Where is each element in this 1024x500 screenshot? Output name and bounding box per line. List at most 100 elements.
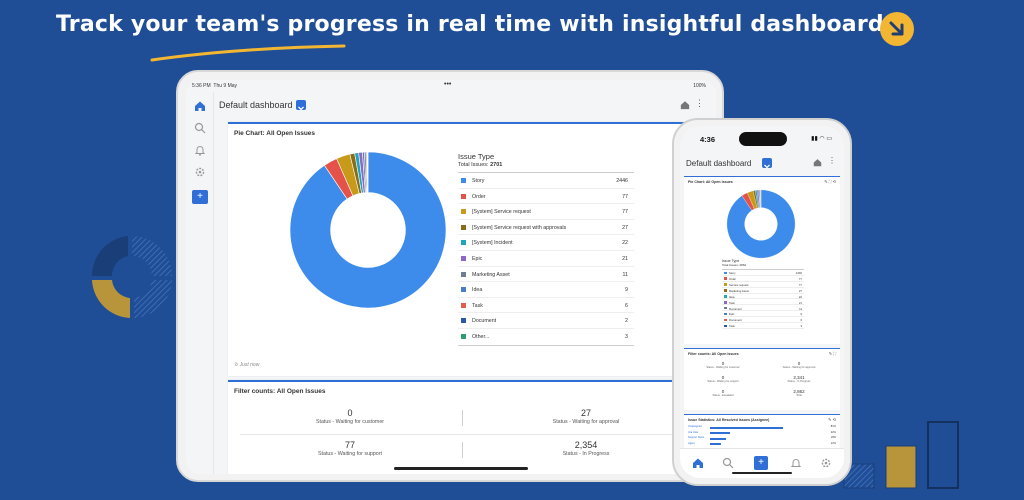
filter-count-cell[interactable]: 77 Status - Waiting for support xyxy=(240,440,460,457)
legend-value: 6 xyxy=(625,302,628,309)
dashboard-dropdown-button[interactable] xyxy=(296,100,306,111)
issue-stat-row[interactable]: Unassigned 81% xyxy=(688,425,836,430)
bell-icon[interactable] xyxy=(194,144,206,156)
home-outline-icon[interactable] xyxy=(813,158,822,167)
legend-value: 11 xyxy=(622,271,629,278)
legend-total-value: 2701 xyxy=(490,162,503,168)
legend-row[interactable]: Document 6 xyxy=(722,317,804,324)
legend-row[interactable]: Story 2446 xyxy=(458,173,634,189)
dashboard-title: Default dashboard xyxy=(219,100,293,110)
legend-value: 77 xyxy=(798,282,802,287)
legend-row[interactable]: Epic 21 xyxy=(458,251,634,267)
issue-stat-row[interactable]: Jira User 22% xyxy=(688,431,836,436)
search-icon[interactable] xyxy=(722,457,734,469)
home-outline-icon[interactable] xyxy=(680,100,690,110)
issue-stat-bar xyxy=(710,443,721,445)
card-controls[interactable]: ✎ ⛶ ⟲ xyxy=(824,179,836,184)
pie-card-title: Pie Chart: All Open Issues xyxy=(234,130,316,137)
legend-row[interactable]: Epic 9 xyxy=(722,311,804,318)
chevron-down-icon xyxy=(298,106,304,111)
legend-swatch xyxy=(461,178,466,183)
legend-row[interactable]: Task 21 xyxy=(722,299,804,306)
filter-count-cell[interactable]: 0 Status - Waiting for approval xyxy=(764,361,834,369)
dynamic-island xyxy=(739,132,787,146)
multitask-dots[interactable]: ••• xyxy=(444,81,452,88)
legend-row[interactable]: Story 2446 xyxy=(722,270,804,276)
filter-count-cell[interactable]: 2,354 Status - In Progress xyxy=(476,440,696,457)
filter-count-cell[interactable]: 2,341 Status - In Progress xyxy=(764,375,834,383)
home-indicator[interactable] xyxy=(394,467,528,470)
legend-value: 27 xyxy=(622,224,628,231)
card-controls[interactable]: ✎ ⟲ xyxy=(828,417,836,422)
decorative-donut-graphic xyxy=(91,236,172,318)
legend-row[interactable]: [System] Service request with approvals 2… xyxy=(458,220,634,236)
gear-icon[interactable] xyxy=(194,166,206,178)
gear-icon[interactable] xyxy=(820,457,832,469)
legend-swatch xyxy=(461,209,466,215)
legend-row[interactable]: [System] Service request 77 xyxy=(458,204,634,220)
create-button[interactable]: + xyxy=(754,456,768,470)
card-controls[interactable]: ✎ ⛶ xyxy=(828,351,836,356)
issue-stat-percent: 22% xyxy=(830,430,836,434)
legend-row[interactable]: Order 77 xyxy=(458,189,634,205)
legend-swatch xyxy=(724,271,727,275)
legend-value: 11 xyxy=(799,306,802,311)
legend-row[interactable]: Idea 22 xyxy=(722,294,804,300)
filter-count-label: Status - Waiting for customer xyxy=(315,419,385,425)
pie-slice-story[interactable] xyxy=(289,151,447,309)
legend-row[interactable]: Task 3 xyxy=(722,323,804,329)
filter-counts-card: Filter counts: All Open Issues ✎ ⛶ 0 Stat… xyxy=(684,348,840,410)
legend-row[interactable]: Document 11 xyxy=(722,305,804,312)
pie-slice-story[interactable] xyxy=(726,189,796,259)
legend-label: Order xyxy=(472,193,486,200)
legend-value: 21 xyxy=(798,300,802,305)
dashboard-header: Default dashboard ⋮ xyxy=(214,92,716,120)
legend-row[interactable]: Marketing Asset 27 xyxy=(722,288,804,294)
legend-label: Marketing Asset xyxy=(729,288,749,293)
filter-count-value: 27 xyxy=(580,408,591,418)
dashboard-dropdown-button[interactable] xyxy=(762,158,772,169)
refresh-icon[interactable]: ↻ xyxy=(234,362,239,368)
filter-count-value: 0 xyxy=(797,361,801,366)
headline-underline xyxy=(150,44,346,62)
pie-slice-other[interactable] xyxy=(367,151,369,193)
home-indicator[interactable] xyxy=(732,472,792,474)
filter-count-cell[interactable]: 27 Status - Waiting for approval xyxy=(476,408,696,425)
issue-stat-row[interactable]: Support Team 18% xyxy=(688,436,836,441)
filter-count-cell[interactable]: 0 Status - Escalated xyxy=(688,389,758,397)
legend-row[interactable]: Task 6 xyxy=(458,298,634,314)
legend-row[interactable]: Idea 9 xyxy=(458,282,634,298)
legend-row[interactable]: Document 2 xyxy=(458,313,634,329)
filter-count-cell[interactable]: 2,862 Total xyxy=(764,389,834,397)
more-options-icon[interactable]: ⋮ xyxy=(695,98,704,108)
home-icon[interactable] xyxy=(692,457,704,469)
filter-count-value: 0 xyxy=(721,361,725,366)
filter-count-cell[interactable]: 0 Status - Waiting for customer xyxy=(240,408,460,425)
issue-stat-percent: 81% xyxy=(830,425,836,428)
pie-card-title: Pie Chart: All Open Issues xyxy=(688,180,733,184)
filter-count-value: 2,862 xyxy=(793,389,805,394)
filter-count-cell[interactable]: 0 Status - Waiting for customer xyxy=(688,361,758,369)
legend-value: 9 xyxy=(625,287,628,294)
legend-value: 6 xyxy=(800,318,802,323)
create-button[interactable]: + xyxy=(192,190,208,204)
legend-value: 2 xyxy=(625,318,628,325)
legend-label: Idea xyxy=(729,294,735,299)
legend-label: Idea xyxy=(472,287,483,294)
last-updated-text: Just now xyxy=(239,362,260,368)
legend-label: [System] Service request with approvals xyxy=(472,224,567,231)
legend-row[interactable]: Marketing Asset 11 xyxy=(458,267,634,283)
search-icon[interactable] xyxy=(194,122,206,134)
more-options-icon[interactable]: ⋮ xyxy=(828,156,836,165)
divider xyxy=(240,434,706,435)
legend-row[interactable]: [System] Incident 22 xyxy=(458,235,634,251)
legend-row[interactable]: Other... 3 xyxy=(458,329,634,345)
issue-stat-row[interactable]: Agent 12% xyxy=(688,442,836,447)
legend-row[interactable]: Service request 77 xyxy=(722,282,804,288)
filter-count-cell[interactable]: 0 Status - Waiting for support xyxy=(688,375,758,383)
bell-icon[interactable] xyxy=(790,457,802,469)
home-icon[interactable] xyxy=(194,100,206,112)
legend-swatch xyxy=(724,324,727,328)
issue-stat-percent: 12% xyxy=(830,441,836,445)
legend-row[interactable]: Order 77 xyxy=(722,276,804,282)
